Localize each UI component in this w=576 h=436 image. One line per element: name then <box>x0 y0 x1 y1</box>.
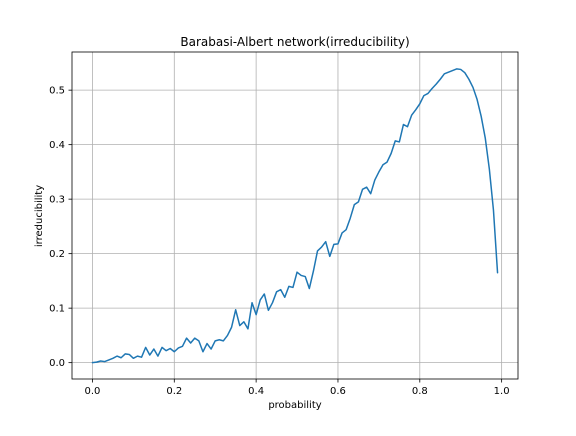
grid <box>72 52 518 379</box>
x-tick-label: 0.8 <box>412 386 428 397</box>
x-axis-ticks: 0.0 0.2 0.4 0.6 0.8 1.0 <box>85 379 510 397</box>
x-tick-label: 0.0 <box>85 386 101 397</box>
y-tick-label: 0.3 <box>49 195 65 206</box>
x-axis-label: probability <box>268 400 321 411</box>
y-tick-label: 0.1 <box>49 304 65 315</box>
x-tick-label: 0.6 <box>330 386 346 397</box>
plot-frame <box>71 51 519 380</box>
y-axis-label: irreducibility <box>34 185 45 247</box>
y-axis-ticks: 0.0 0.1 0.2 0.3 0.4 0.5 <box>49 86 72 369</box>
x-tick-label: 0.2 <box>166 386 182 397</box>
series-line <box>91 68 499 364</box>
x-tick-label: 0.4 <box>248 386 264 397</box>
y-tick-label: 0.5 <box>49 86 65 97</box>
y-tick-label: 0.4 <box>49 140 65 151</box>
y-tick-label: 0.0 <box>49 358 65 369</box>
y-tick-label: 0.2 <box>49 249 65 260</box>
chart-title: Barabasi-Albert network(irreducibility) <box>180 35 409 49</box>
x-tick-label: 1.0 <box>494 386 510 397</box>
